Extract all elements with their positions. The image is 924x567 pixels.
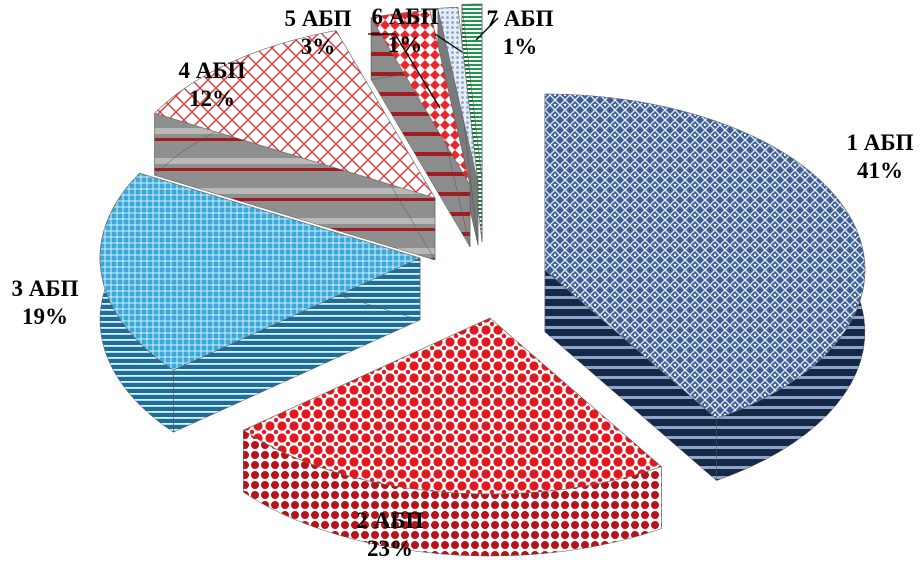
slice-percent-3: 19% bbox=[22, 304, 68, 329]
pie-slice-5 bbox=[370, 10, 471, 248]
pie-slice-1-top bbox=[544, 93, 866, 419]
pie-labels: 1 АБП 41% 2 АБП 23% 3 АБП 19% 4 АБП 12% 5 АБП 3% 6… bbox=[12, 4, 914, 561]
slice-category-1: 1 АБП bbox=[847, 130, 914, 155]
pie-slice-6-top bbox=[437, 7, 479, 184]
slice-percent-1: 41% bbox=[857, 158, 903, 183]
pie-slice-4-top bbox=[154, 30, 436, 199]
pie-slice-3 bbox=[99, 172, 421, 433]
pie-slice-3-top bbox=[99, 172, 421, 371]
slice-percent-4: 12% bbox=[189, 86, 235, 111]
pie-slice-2 bbox=[242, 317, 663, 557]
slice-category-4: 4 АБП bbox=[179, 58, 246, 83]
leader-line-6 bbox=[434, 33, 463, 53]
slice-category-5: 5 АБП bbox=[285, 6, 352, 31]
pie-slices bbox=[99, 3, 866, 557]
slice-label-5: 5 АБП 3% bbox=[285, 6, 352, 59]
slice-label-3: 3 АБП 19% bbox=[12, 276, 79, 329]
slice-label-4: 4 АБП 12% bbox=[179, 58, 246, 111]
pie-slice-4 bbox=[154, 29, 436, 261]
pie-slice-2-top bbox=[242, 317, 663, 495]
slice-category-3: 3 АБП bbox=[12, 276, 79, 301]
slice-percent-5: 3% bbox=[301, 34, 336, 59]
slice-percent-6: 1% bbox=[388, 32, 423, 57]
slice-category-6: 6 АБП bbox=[372, 4, 439, 29]
pie-slice-1 bbox=[544, 93, 866, 482]
slice-category-7: 7 АБП bbox=[487, 6, 554, 31]
slice-label-7: 7 АБП 1% bbox=[487, 6, 554, 59]
leader-line-7 bbox=[475, 17, 499, 41]
slice-percent-2: 23% bbox=[367, 536, 413, 561]
pie-slice-5-top bbox=[370, 10, 471, 186]
pie-slice-7-top bbox=[461, 3, 483, 181]
leader-line-5 bbox=[368, 33, 441, 109]
slice-label-1: 1 АБП 41% bbox=[847, 130, 914, 183]
slice-category-2: 2 АБП bbox=[357, 508, 424, 533]
slice-percent-7: 1% bbox=[503, 34, 538, 59]
slice-label-2: 2 АБП 23% bbox=[357, 508, 424, 561]
slice-label-6: 6 АБП 1% bbox=[372, 4, 439, 57]
